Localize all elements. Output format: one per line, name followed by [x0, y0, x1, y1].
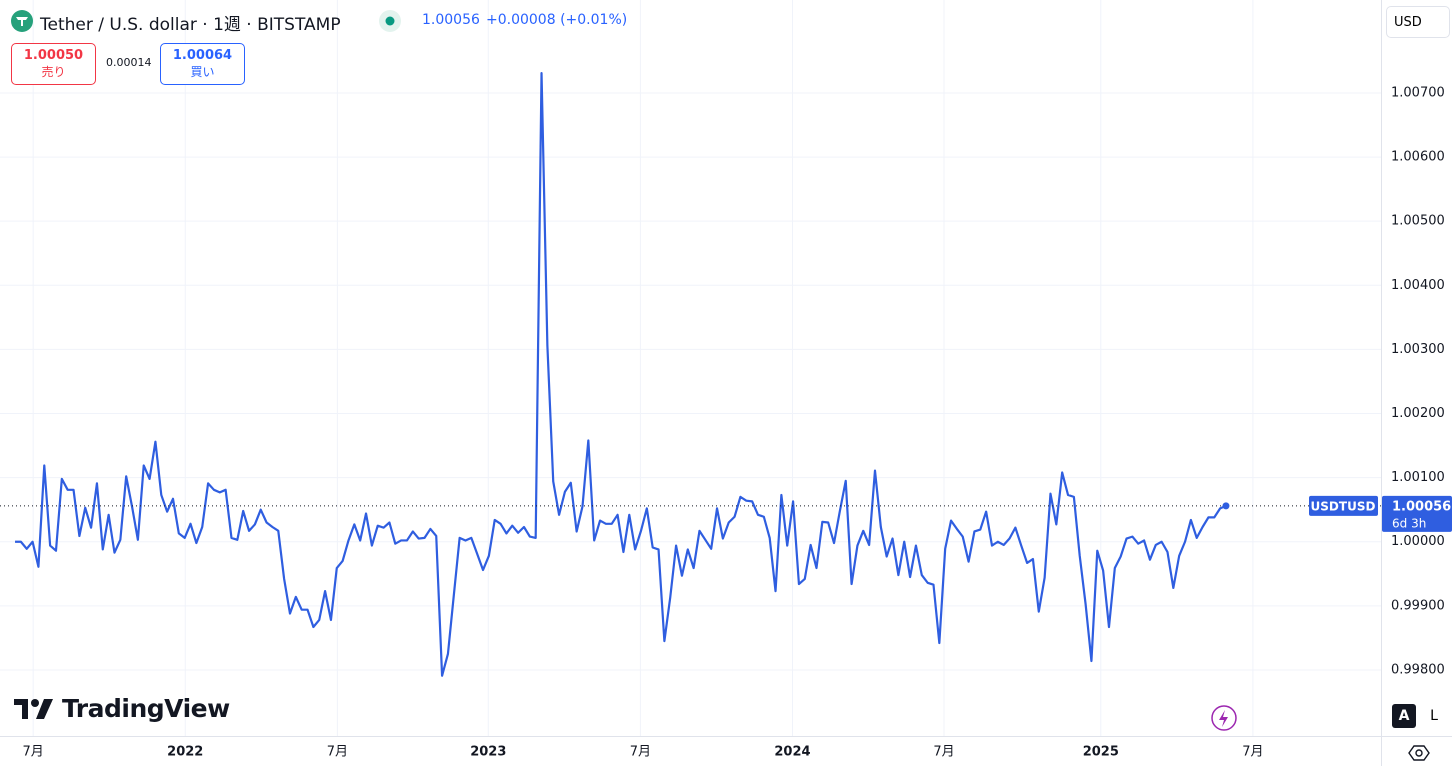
y-tick-label: 1.00000 [1391, 534, 1445, 549]
sell-label: 売り [41, 65, 66, 79]
price-badge [1382, 495, 1452, 532]
auto-scale-button[interactable]: A [1392, 704, 1416, 728]
x-tick-label: 7月 [23, 745, 44, 760]
y-tick-label: 1.00100 [1391, 470, 1445, 485]
symbol-badge-text: USDTUSD [1311, 499, 1376, 513]
price-line [15, 71, 1227, 677]
y-tick-label: 1.00300 [1391, 342, 1445, 357]
y-tick-label: 0.99900 [1391, 598, 1445, 613]
market-status[interactable] [377, 8, 403, 34]
symbol-title[interactable]: Tether / U.S. dollar · 1週 · BITSTAMP [40, 15, 341, 35]
price-badge-value: 1.00056 [1392, 499, 1451, 514]
y-tick-label: 1.00400 [1391, 278, 1445, 293]
buy-label: 買い [190, 65, 215, 79]
x-tick-label: 2025 [1083, 745, 1119, 760]
y-tick-label: 1.00700 [1391, 85, 1445, 100]
buy-button[interactable]: 1.00064 買い [160, 43, 245, 85]
x-tick-label: 2022 [167, 745, 203, 760]
last-point [1222, 502, 1230, 510]
y-tick-label: 1.00600 [1391, 150, 1445, 165]
currency: USD [1394, 15, 1422, 30]
log-scale-button[interactable]: L [1422, 704, 1446, 728]
x-tick-label: 2023 [470, 745, 506, 760]
tether-icon [11, 10, 33, 32]
buy-price: 1.00064 [172, 48, 233, 63]
y-tick-label: 1.00500 [1391, 214, 1445, 229]
sell-price: 1.00050 [23, 48, 84, 63]
y-tick-label: 0.99800 [1391, 662, 1445, 677]
lightning-button[interactable] [1210, 704, 1238, 732]
last-price: 1.00056 [422, 12, 480, 28]
currency-select[interactable]: USD [1386, 6, 1450, 38]
x-tick-label: 2024 [774, 745, 810, 760]
x-tick-label: 7月 [933, 745, 954, 760]
symbol-badge [1309, 495, 1378, 516]
price-badge-countdown: 6d 3h [1392, 516, 1426, 530]
x-tick-label: 7月 [1242, 745, 1263, 760]
x-tick-label: 7月 [630, 745, 651, 760]
sell-button[interactable]: 1.00050 売り [11, 43, 96, 85]
x-tick-label: 7月 [327, 745, 348, 760]
settings-button[interactable] [1408, 742, 1430, 764]
spread: 0.00014 [106, 56, 152, 69]
tv-logo-text: TradingView [62, 694, 230, 723]
grid [0, 0, 1381, 736]
tv-logo-icon [14, 699, 53, 719]
y-tick-label: 1.00200 [1391, 406, 1445, 421]
price-change: +0.00008 (+0.01%) [486, 12, 628, 28]
